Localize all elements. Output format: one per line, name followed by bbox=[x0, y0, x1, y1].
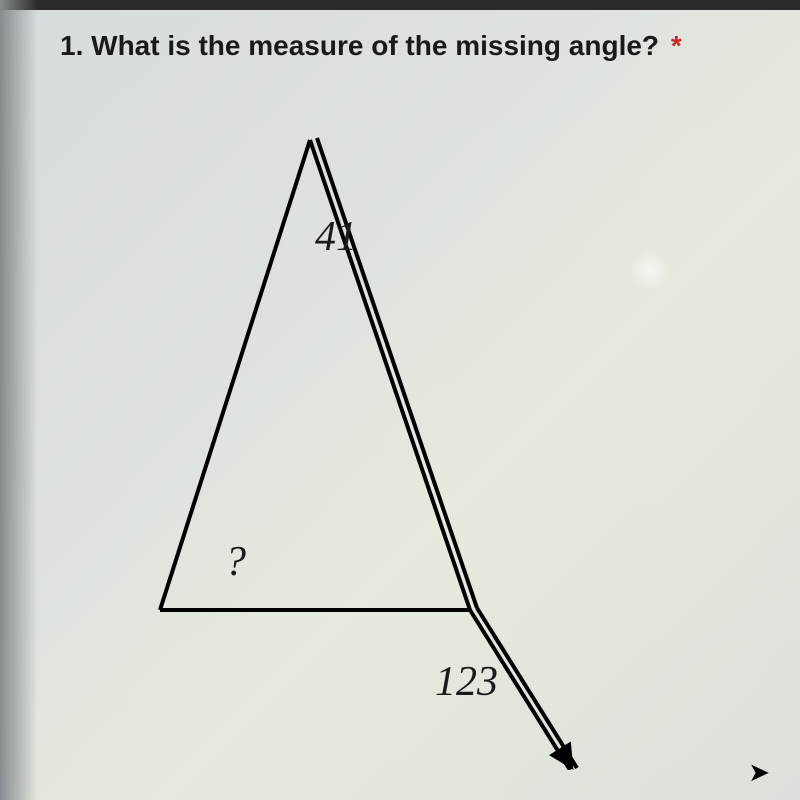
question-text: 1. What is the measure of the missing an… bbox=[60, 30, 682, 62]
screen-glare bbox=[630, 250, 670, 290]
required-asterisk: * bbox=[671, 30, 682, 61]
top-dark-bar bbox=[0, 0, 800, 10]
missing-angle-label: ? bbox=[225, 538, 246, 586]
triangle-right-side-a bbox=[310, 140, 470, 610]
question-number: 1. bbox=[60, 30, 83, 61]
left-shadow bbox=[0, 0, 38, 800]
apex-angle-label: 41 bbox=[315, 213, 357, 261]
mouse-cursor-icon: ➤ bbox=[748, 757, 770, 788]
exterior-angle-label: 123 bbox=[435, 658, 498, 706]
triangle-diagram: 41 ? 123 bbox=[100, 120, 600, 770]
question-body: What is the measure of the missing angle… bbox=[91, 30, 659, 61]
triangle-right-side-b bbox=[317, 138, 477, 608]
